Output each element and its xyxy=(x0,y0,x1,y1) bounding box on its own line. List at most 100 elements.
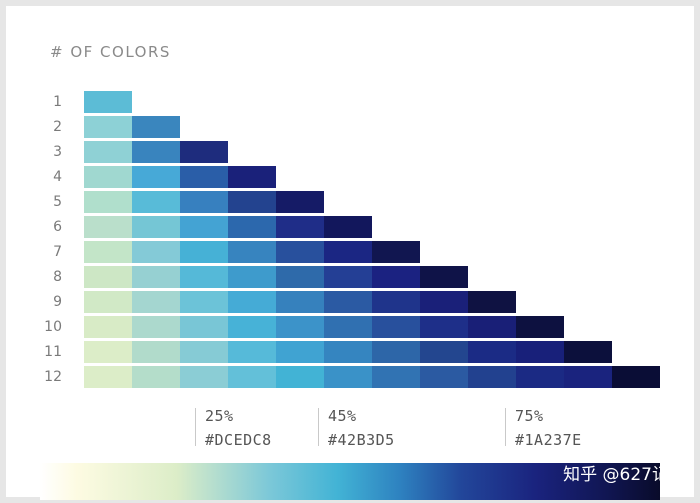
color-swatch xyxy=(180,216,228,238)
color-swatch xyxy=(516,341,564,363)
color-swatch xyxy=(324,266,372,288)
gradient-bar xyxy=(40,463,660,500)
color-swatch xyxy=(468,366,516,388)
color-swatch xyxy=(276,266,324,288)
row-label: 4 xyxy=(53,169,62,185)
color-swatch xyxy=(132,316,180,338)
heading: # OF COLORS xyxy=(50,43,171,61)
row-label: 8 xyxy=(53,269,62,285)
color-swatch xyxy=(420,316,468,338)
color-swatch xyxy=(324,291,372,313)
color-swatch xyxy=(372,341,420,363)
color-swatch xyxy=(132,341,180,363)
color-swatch xyxy=(228,216,276,238)
row-label: 3 xyxy=(53,144,62,160)
row-label: 7 xyxy=(53,244,62,260)
color-swatch xyxy=(132,191,180,213)
color-swatch xyxy=(132,241,180,263)
color-swatch xyxy=(324,341,372,363)
color-swatch xyxy=(468,341,516,363)
row-label: 9 xyxy=(53,294,62,310)
row-label: 6 xyxy=(53,219,62,235)
color-swatch xyxy=(132,141,180,163)
watermark: 知乎 @627记话 xyxy=(563,465,686,485)
color-swatch xyxy=(276,341,324,363)
color-swatch xyxy=(324,241,372,263)
color-swatch xyxy=(132,166,180,188)
row-label: 1 xyxy=(53,94,62,110)
color-swatch xyxy=(228,366,276,388)
marker-line xyxy=(505,408,506,446)
color-swatch xyxy=(516,316,564,338)
color-swatch xyxy=(132,116,180,138)
color-swatch xyxy=(420,266,468,288)
color-swatch xyxy=(180,291,228,313)
color-swatch xyxy=(372,241,420,263)
color-swatch xyxy=(84,341,132,363)
color-swatch xyxy=(84,366,132,388)
color-swatch xyxy=(276,291,324,313)
color-swatch xyxy=(180,341,228,363)
color-swatch xyxy=(180,366,228,388)
color-swatch xyxy=(228,266,276,288)
color-swatch xyxy=(372,366,420,388)
color-swatch xyxy=(276,216,324,238)
color-swatch xyxy=(420,291,468,313)
color-swatch xyxy=(84,191,132,213)
color-swatch xyxy=(276,316,324,338)
color-swatch xyxy=(228,316,276,338)
color-swatch xyxy=(276,191,324,213)
color-swatch xyxy=(228,241,276,263)
color-swatch xyxy=(276,241,324,263)
color-swatch xyxy=(228,291,276,313)
color-swatch xyxy=(276,366,324,388)
color-swatch xyxy=(84,91,132,113)
color-swatch xyxy=(516,366,564,388)
color-swatch xyxy=(84,141,132,163)
row-label: 2 xyxy=(53,119,62,135)
marker-percent: 45% xyxy=(328,407,357,425)
color-swatch xyxy=(420,341,468,363)
marker-line xyxy=(195,408,196,446)
color-swatch xyxy=(372,291,420,313)
color-swatch xyxy=(372,266,420,288)
row-label: 10 xyxy=(44,319,62,335)
color-swatch xyxy=(132,366,180,388)
marker-percent: 25% xyxy=(205,407,234,425)
color-swatch xyxy=(324,366,372,388)
color-swatch xyxy=(180,241,228,263)
color-swatch xyxy=(324,316,372,338)
color-swatch xyxy=(84,316,132,338)
color-swatch xyxy=(228,166,276,188)
color-swatch xyxy=(132,291,180,313)
color-swatch xyxy=(84,266,132,288)
color-swatch xyxy=(228,341,276,363)
color-swatch xyxy=(84,216,132,238)
row-label: 12 xyxy=(44,369,62,385)
color-swatch xyxy=(324,216,372,238)
color-swatch xyxy=(564,341,612,363)
color-swatch xyxy=(84,116,132,138)
color-swatch xyxy=(84,241,132,263)
color-swatch xyxy=(180,166,228,188)
color-swatch xyxy=(132,266,180,288)
row-label: 5 xyxy=(53,194,62,210)
color-swatch xyxy=(420,366,468,388)
marker-hex-code: #1A237E xyxy=(515,431,582,449)
color-swatch xyxy=(564,366,612,388)
color-swatch xyxy=(84,291,132,313)
color-swatch xyxy=(612,366,660,388)
color-swatch xyxy=(228,191,276,213)
color-swatch xyxy=(132,216,180,238)
color-swatch xyxy=(468,291,516,313)
color-swatch xyxy=(180,141,228,163)
color-swatch xyxy=(180,316,228,338)
color-swatch xyxy=(180,266,228,288)
color-swatch xyxy=(372,316,420,338)
color-swatch xyxy=(84,166,132,188)
row-label: 11 xyxy=(44,344,62,360)
color-swatch xyxy=(180,191,228,213)
marker-percent: 75% xyxy=(515,407,544,425)
marker-line xyxy=(318,408,319,446)
marker-hex-code: #DCEDC8 xyxy=(205,431,272,449)
